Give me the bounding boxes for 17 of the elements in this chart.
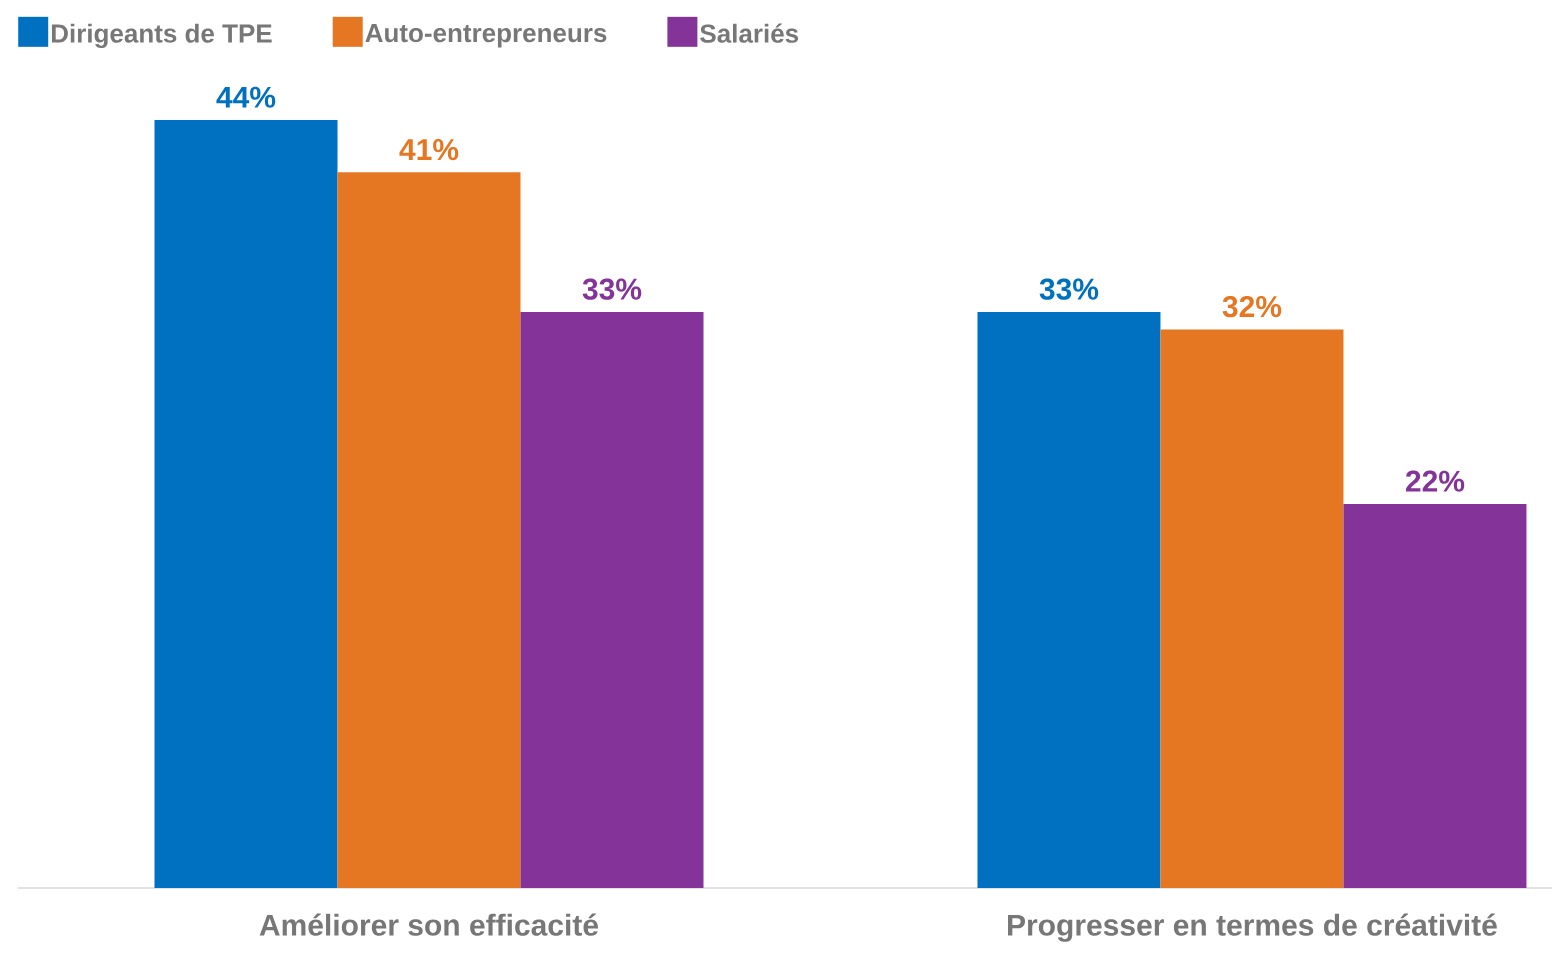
bar (1343, 503, 1527, 888)
data-label: 33% (582, 278, 642, 300)
bar (1160, 329, 1344, 888)
data-label: 33% (1039, 278, 1099, 300)
legend-label: Auto-entrepreneurs (365, 24, 607, 48)
data-label: 41% (399, 139, 459, 161)
bar (520, 311, 704, 888)
legend-label: Salariés (700, 23, 799, 43)
x-tick-label: Progresser en termes de créativité (1008, 913, 1497, 942)
legend-label: Dirigeants de TPE (51, 23, 272, 48)
bar (337, 172, 521, 888)
x-tick-label: Améliorer son efficacité (259, 913, 598, 936)
data-label: 32% (1222, 295, 1282, 318)
data-label: 22% (1405, 470, 1465, 492)
bar (977, 311, 1161, 888)
data-label: 44% (216, 86, 276, 108)
bar (154, 119, 338, 888)
